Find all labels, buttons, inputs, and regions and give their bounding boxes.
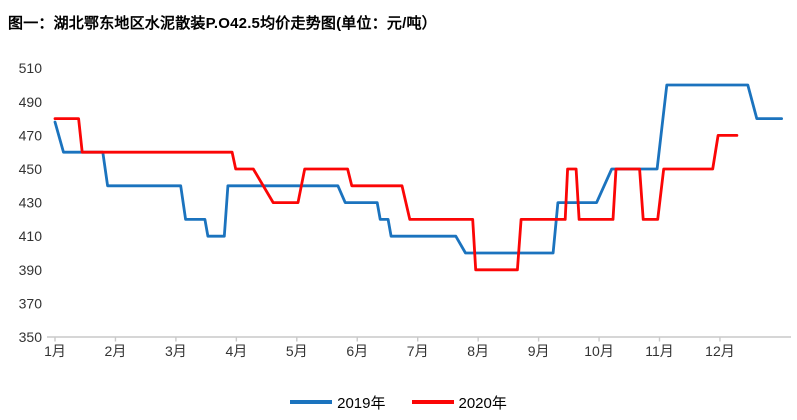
x-axis-tick-label: 5月 [286, 343, 308, 359]
x-axis-tick-label: 12月 [705, 343, 735, 359]
y-axis-tick-label: 390 [19, 262, 43, 278]
x-axis-tick-label: 3月 [165, 343, 187, 359]
x-axis-tick-label: 2月 [105, 343, 127, 359]
y-axis-tick-label: 490 [19, 94, 43, 110]
legend-label-2019: 2019年 [337, 394, 386, 412]
y-axis-tick-label: 510 [19, 60, 43, 76]
legend: 2019年 2020年 [0, 391, 797, 413]
y-axis-tick-label: 450 [19, 161, 43, 177]
x-axis-tick-label: 6月 [346, 343, 368, 359]
legend-item-2020: 2020年 [411, 392, 507, 413]
y-axis-tick-label: 470 [19, 127, 43, 143]
y-axis-tick-label: 430 [19, 195, 43, 211]
chart-title: 图一：湖北鄂东地区水泥散装P.O42.5均价走势图(单位：元/吨） [8, 15, 437, 32]
x-axis-tick-label: 7月 [407, 343, 429, 359]
legend-item-2019: 2019年 [290, 392, 386, 413]
x-axis-tick-label: 11月 [645, 343, 674, 359]
y-axis-tick-label: 370 [19, 295, 43, 311]
series-line-2020 [53, 117, 739, 272]
legend-label-2020: 2020年 [458, 394, 507, 412]
x-axis-tick-label: 8月 [467, 343, 489, 359]
x-axis-tick-label: 9月 [528, 343, 550, 359]
legend-swatch-2019-icon [290, 400, 333, 404]
y-axis-tick-label: 410 [19, 228, 43, 244]
x-axis-tick-label: 1月 [44, 343, 66, 359]
x-axis-tick-label: 4月 [225, 343, 247, 359]
legend-swatch-2020-icon [411, 400, 454, 404]
x-axis-tick-label: 10月 [584, 343, 614, 359]
y-axis-tick-label: 350 [19, 329, 43, 345]
series-line-2019 [53, 83, 783, 255]
